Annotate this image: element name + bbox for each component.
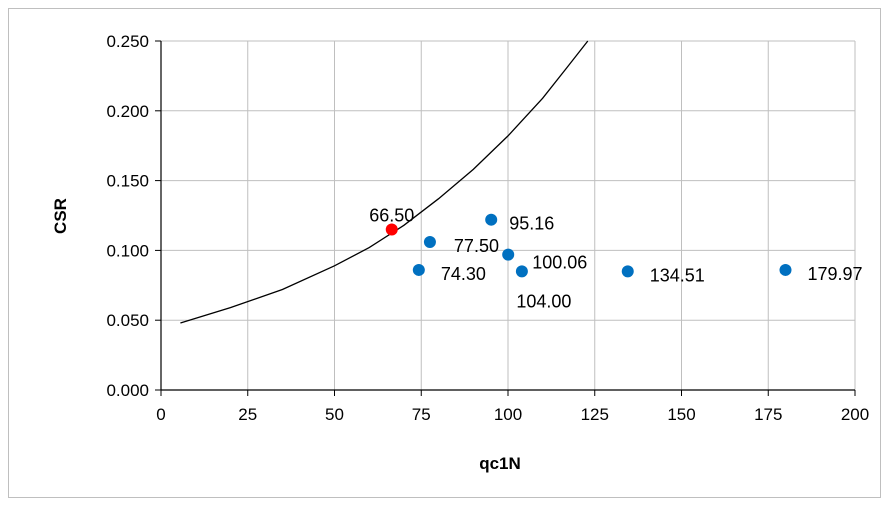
x-tick-label: 125 [581, 405, 609, 424]
x-tick-label: 0 [156, 405, 165, 424]
x-tick-label: 25 [238, 405, 257, 424]
x-axis-title: qc1N [479, 454, 521, 473]
x-tick-label: 75 [412, 405, 431, 424]
chart-frame [8, 8, 881, 498]
y-tick-label: 0.250 [106, 32, 149, 51]
data-point [485, 213, 498, 226]
data-point [515, 265, 528, 278]
data-point [412, 263, 425, 276]
curve-layer [180, 40, 589, 324]
y-tick-label: 0.100 [106, 241, 149, 260]
x-tick-label: 50 [325, 405, 344, 424]
data-label: 74.30 [441, 264, 486, 284]
y-tick-labels: 0.000 0.050 0.100 0.150 0.200 0.250 [106, 32, 149, 400]
data-point [385, 223, 398, 236]
data-label: 100.06 [532, 253, 587, 273]
x-tick-label: 200 [841, 405, 869, 424]
x-tick-label: 100 [494, 405, 522, 424]
data-point [621, 265, 634, 278]
grid [161, 40, 856, 390]
data-points [385, 213, 792, 278]
data-labels: 66.50 74.30 77.50 95.16 100.06 104.00 134.51 17… [369, 205, 862, 311]
data-label: 104.00 [516, 291, 571, 311]
axes [155, 40, 856, 396]
data-point [779, 263, 792, 276]
y-tick-label: 0.200 [106, 102, 149, 121]
data-point [423, 236, 436, 249]
data-point [502, 248, 515, 261]
data-label: 95.16 [509, 214, 554, 234]
data-label: 134.51 [650, 265, 705, 285]
y-axis-title: CSR [51, 198, 70, 234]
data-label: 179.97 [807, 264, 862, 284]
data-label: 77.50 [454, 236, 499, 256]
boundary-curve [180, 40, 589, 324]
y-tick-label: 0.150 [106, 172, 149, 191]
y-tick-label: 0.000 [106, 381, 149, 400]
x-tick-label: 150 [667, 405, 695, 424]
x-tick-labels: 0 25 50 75 100 125 150 175 200 [156, 405, 869, 424]
x-tick-label: 175 [754, 405, 782, 424]
data-label: 66.50 [369, 205, 414, 225]
y-tick-label: 0.050 [106, 311, 149, 330]
